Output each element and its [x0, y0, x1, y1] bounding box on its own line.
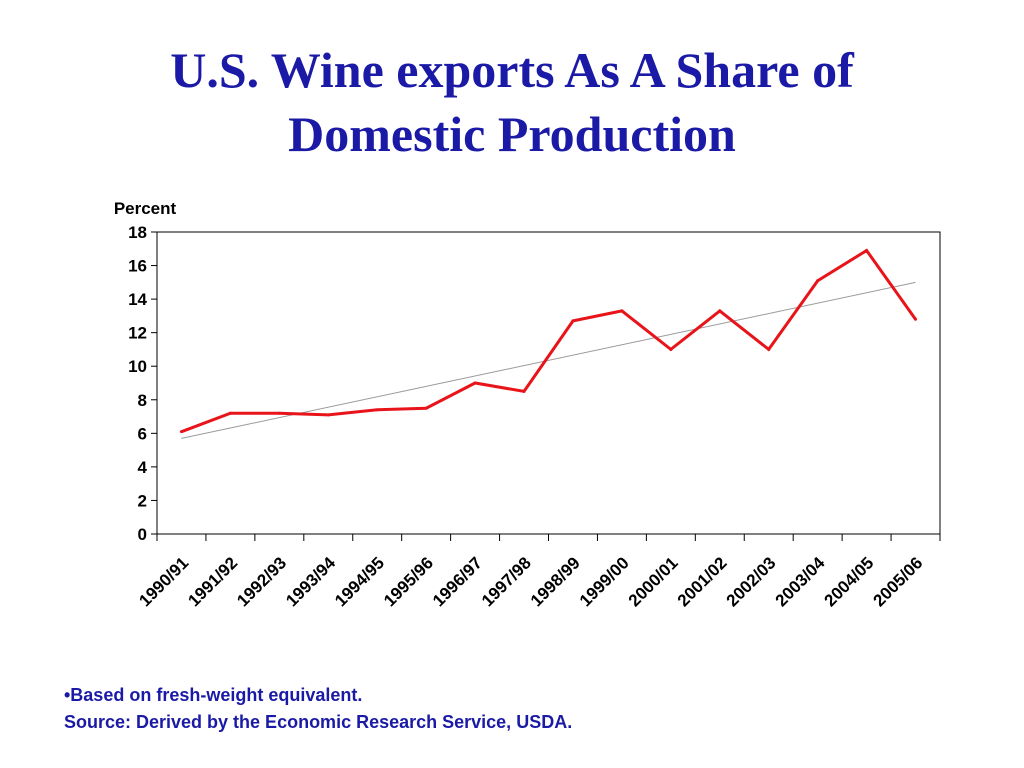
- data-point: [424, 406, 428, 410]
- x-tick-label: 1993/94: [282, 553, 339, 610]
- y-tick-label: 2: [138, 491, 147, 510]
- y-tick-label: 14: [128, 290, 147, 309]
- slide-title: U.S. Wine exports As A Share of Domestic…: [0, 38, 1024, 166]
- series-layer: [179, 248, 918, 434]
- x-tick-label: 2001/02: [674, 553, 731, 610]
- slide-title-line-2: Domestic Production: [288, 106, 736, 162]
- footnote-note: •Based on fresh-weight equivalent.: [64, 685, 363, 705]
- x-tick-label: 2000/01: [625, 553, 682, 610]
- slide-title-line-1: U.S. Wine exports As A Share of: [170, 42, 854, 98]
- trendline: [181, 281, 916, 439]
- trendline-layer: [181, 281, 916, 439]
- x-tick-label: 2002/03: [723, 553, 780, 610]
- data-point: [865, 248, 869, 252]
- x-tick-label: 2005/06: [869, 553, 926, 610]
- x-tick-label: 1995/96: [380, 553, 437, 610]
- data-point: [571, 319, 575, 323]
- data-point: [277, 411, 281, 415]
- data-point: [522, 389, 526, 393]
- footnote: •Based on fresh-weight equivalent. Sourc…: [64, 682, 572, 736]
- data-point: [669, 347, 673, 351]
- x-tick-label: 1999/00: [576, 553, 633, 610]
- data-point: [326, 413, 330, 417]
- data-point: [767, 347, 771, 351]
- data-point: [718, 309, 722, 313]
- data-point: [914, 317, 918, 321]
- data-point: [473, 381, 477, 385]
- data-point: [816, 279, 820, 283]
- x-tick-label: 1991/92: [184, 553, 241, 610]
- x-axis: 1990/911991/921992/931993/941994/951995/…: [135, 534, 941, 610]
- x-tick-label: 1997/98: [478, 553, 535, 610]
- footnote-source: Source: Derived by the Economic Research…: [64, 712, 573, 732]
- data-point: [228, 411, 232, 415]
- data-point: [375, 408, 379, 412]
- data-point: [179, 430, 183, 434]
- x-tick-label: 1990/91: [135, 553, 192, 610]
- y-axis: 0 2 4 6 8 10 12 14 16 18: [128, 223, 157, 544]
- x-tick-label: 1992/93: [233, 553, 290, 610]
- y-tick-label: 12: [128, 324, 147, 343]
- x-tick-label: 1998/99: [527, 553, 584, 610]
- x-tick-label: 2003/04: [772, 553, 829, 610]
- y-tick-label: 6: [138, 424, 147, 443]
- y-tick-label: 10: [128, 357, 147, 376]
- x-tick-label: 2004/05: [821, 553, 878, 610]
- y-tick-label: 0: [138, 525, 147, 544]
- x-tick-label: 1994/95: [331, 553, 388, 610]
- y-tick-label: 16: [128, 257, 147, 276]
- y-tick-label: 8: [138, 391, 147, 410]
- x-tick-label: 1996/97: [429, 553, 486, 610]
- y-axis-label: Percent: [114, 199, 177, 218]
- y-tick-label: 4: [138, 458, 148, 477]
- y-tick-label: 18: [128, 223, 147, 242]
- data-point: [620, 309, 624, 313]
- series-line: [180, 248, 917, 434]
